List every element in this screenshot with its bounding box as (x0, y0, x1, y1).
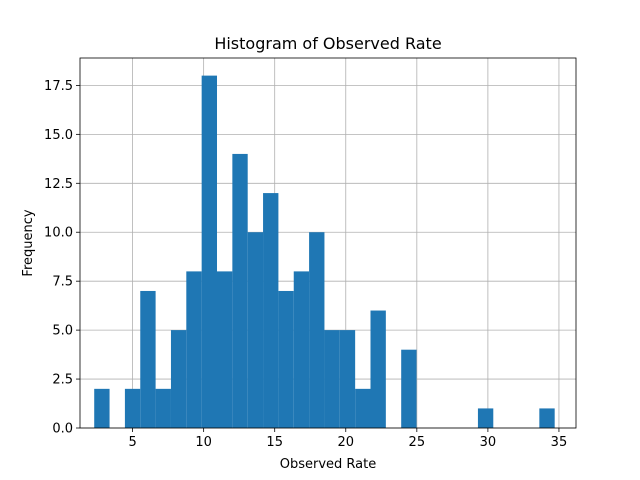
plot-frame (79, 57, 577, 429)
axis-ticks: 5 10 15 20 25 30 35 0.0 2.5 5.0 7.5 10.0 12.5 15.0 17.… (44, 79, 567, 450)
x-tick-label: 30 (480, 435, 497, 450)
x-tick-label: 20 (337, 435, 354, 450)
y-tick-label: 15.0 (44, 128, 73, 143)
x-axis-label: Observed Rate (280, 457, 376, 472)
histogram-bar (170, 330, 187, 428)
y-tick-label: 17.5 (44, 79, 73, 94)
histogram-bar (278, 290, 294, 428)
y-axis-label: Frequency (21, 209, 36, 276)
histogram-bar (201, 75, 218, 428)
histogram-bar (217, 271, 233, 428)
histogram-bar (539, 408, 555, 428)
x-tick-label: 5 (128, 435, 136, 450)
histogram-bar (293, 271, 310, 428)
histogram-bar (186, 271, 202, 428)
x-tick-label: 25 (409, 435, 426, 450)
x-tick-label: 35 (551, 435, 568, 450)
y-tick-label: 10.0 (44, 226, 73, 241)
histogram-bar (94, 388, 110, 428)
histogram-bar (477, 408, 494, 428)
y-tick-label: 5.0 (52, 324, 73, 339)
histogram-bar (140, 290, 156, 428)
histogram-bar (370, 310, 386, 428)
x-tick-label: 10 (195, 435, 212, 450)
grid-lines (80, 58, 576, 429)
y-tick-label: 12.5 (44, 177, 73, 192)
y-tick-label: 0.0 (52, 422, 73, 437)
histogram-bar (124, 388, 141, 428)
histogram-bar (401, 349, 417, 428)
histogram-bar (339, 330, 356, 428)
y-tick-label: 2.5 (52, 373, 73, 388)
y-tick-label: 7.5 (52, 275, 73, 290)
histogram-bar (155, 388, 171, 428)
histogram-bar (263, 193, 279, 428)
histogram-bar (247, 232, 264, 428)
histogram-bar (355, 388, 371, 428)
histogram-bar (324, 330, 340, 428)
histogram-bar (309, 232, 325, 428)
chart-title: Histogram of Observed Rate (214, 34, 441, 53)
x-tick-label: 15 (266, 435, 283, 450)
histogram-bar (232, 153, 248, 429)
histogram-bars (94, 75, 555, 429)
